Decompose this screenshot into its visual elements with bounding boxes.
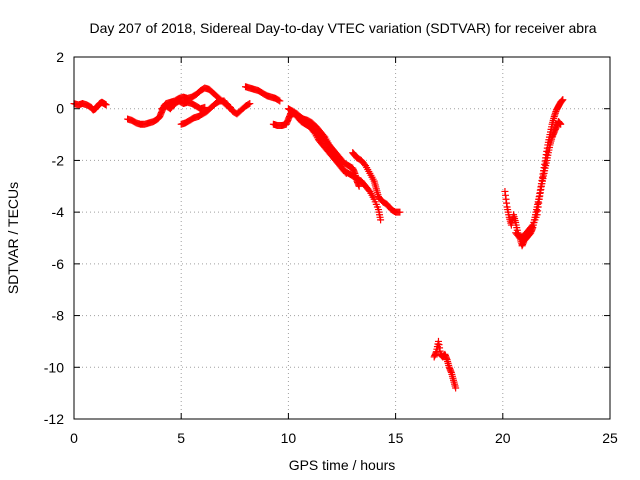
data-point — [528, 222, 536, 230]
data-point — [341, 168, 349, 176]
x-axis-label: GPS time / hours — [289, 457, 396, 473]
data-point — [276, 97, 284, 105]
data-point — [559, 96, 567, 104]
x-tick-label: 20 — [495, 430, 511, 446]
y-tick-label: -10 — [44, 359, 64, 375]
y-tick-label: -6 — [52, 256, 65, 272]
data-point — [377, 216, 385, 224]
data-point — [275, 96, 283, 104]
plot-frame — [73, 56, 611, 420]
data-point — [102, 101, 110, 109]
data-point — [245, 100, 253, 108]
data-point — [342, 169, 350, 177]
data-point — [452, 384, 460, 392]
x-tick-label: 0 — [70, 430, 78, 446]
y-tick-label: -4 — [52, 204, 65, 220]
y-axis-label: SDTVAR / TECUs — [5, 182, 21, 294]
chart-title: Day 207 of 2018, Sidereal Day-to-day VTE… — [89, 20, 596, 36]
y-tick-label: 2 — [56, 49, 64, 65]
y-tick-label: -2 — [52, 152, 65, 168]
data-point — [557, 120, 565, 128]
x-tick-label: 10 — [281, 430, 297, 446]
x-tick-label: 5 — [177, 430, 185, 446]
y-tick-label: -8 — [52, 308, 65, 324]
data-point — [355, 182, 363, 190]
data-points — [70, 83, 567, 392]
data-point — [396, 208, 404, 216]
x-tick-label: 15 — [388, 430, 404, 446]
y-tick-label: -12 — [44, 411, 64, 427]
x-tick-label: 25 — [602, 430, 618, 446]
data-point — [246, 100, 254, 108]
y-tick-label: 0 — [56, 101, 64, 117]
